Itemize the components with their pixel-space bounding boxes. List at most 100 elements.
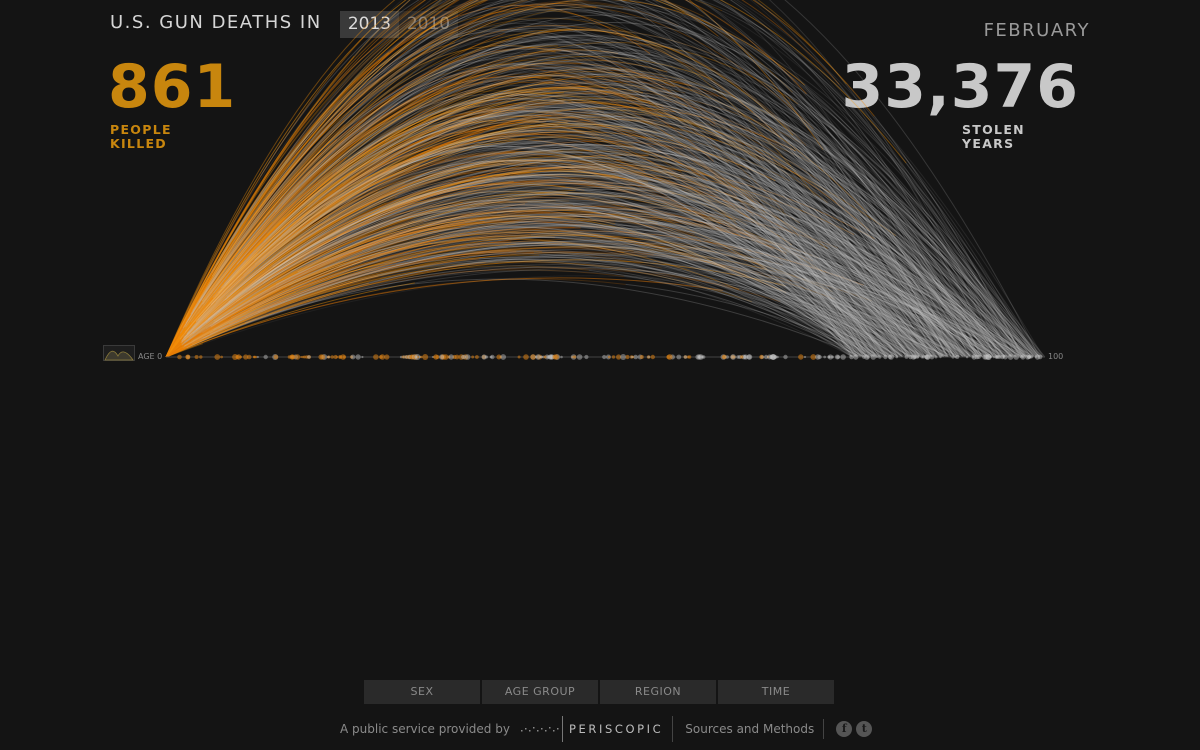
- lived-arc: [165, 217, 306, 358]
- stolen-arc: [352, 258, 870, 358]
- age-dot: [910, 354, 917, 360]
- stolen-arc: [763, 267, 886, 358]
- age-dot: [853, 354, 859, 360]
- stolen-arc: [733, 0, 1023, 358]
- stolen-arc: [200, 240, 994, 358]
- filter-region-button[interactable]: REGION: [600, 680, 716, 704]
- year-2013-button[interactable]: 2013: [340, 11, 399, 38]
- lived-arc: [165, 241, 251, 358]
- stolen-arc: [249, 34, 1002, 358]
- age-dot: [695, 354, 701, 360]
- stolen-arc: [352, 229, 970, 358]
- lived-arc: [165, 179, 754, 358]
- lived-arc: [165, 215, 726, 358]
- lived-arc: [165, 116, 896, 358]
- year-toggle[interactable]: 2013 2010: [340, 11, 458, 38]
- age-dot: [530, 354, 536, 360]
- lived-arc: [165, 250, 239, 358]
- lived-arc: [165, 344, 183, 358]
- lived-arc: [165, 286, 241, 358]
- stolen-arc: [590, 218, 981, 358]
- stolen-arc: [213, 236, 887, 358]
- age-dot: [489, 355, 493, 359]
- stolen-arc: [181, 179, 945, 358]
- stolen-arc: [717, 95, 1046, 358]
- age-dot: [573, 355, 577, 359]
- lived-arc: [165, 140, 330, 358]
- twitter-icon[interactable]: t: [856, 721, 873, 737]
- lived-arc: [165, 221, 424, 358]
- lived-arc: [165, 337, 184, 358]
- lived-arc: [165, 102, 399, 358]
- lived-arc: [165, 195, 398, 358]
- stolen-arc: [298, 48, 931, 358]
- age-dot: [776, 355, 779, 359]
- age-dot: [895, 355, 899, 359]
- lived-arc: [165, 59, 668, 358]
- lived-arc: [165, 229, 747, 358]
- stolen-arc: [633, 143, 972, 358]
- lived-arc: [165, 294, 245, 358]
- stolen-arc: [255, 224, 1034, 358]
- lived-arc: [165, 243, 517, 358]
- lived-arc: [165, 258, 304, 358]
- lived-arc: [165, 329, 197, 358]
- stolen-arc: [485, 163, 1002, 358]
- lived-arc: [165, 278, 220, 358]
- lived-arc: [165, 53, 579, 358]
- stolen-arc: [779, 136, 949, 358]
- lived-arc: [165, 131, 610, 358]
- lived-arc: [165, 297, 214, 358]
- lived-arc: [165, 322, 206, 358]
- age-dot: [1034, 356, 1037, 358]
- lived-arc: [165, 120, 539, 358]
- year-2010-button[interactable]: 2010: [399, 11, 458, 38]
- lived-arc: [165, 269, 350, 358]
- age-dot: [536, 354, 543, 360]
- lived-arc: [165, 315, 195, 358]
- lived-arc: [165, 334, 181, 358]
- lived-arc: [165, 245, 273, 358]
- lived-arc: [165, 92, 688, 358]
- histogram-icon[interactable]: [103, 345, 135, 361]
- lived-arc: [165, 322, 207, 358]
- stolen-arc: [753, 215, 853, 358]
- lived-arc: [165, 249, 383, 358]
- stolen-arc: [302, 198, 858, 358]
- stolen-arc: [323, 220, 875, 358]
- lived-arc: [165, 173, 649, 358]
- lived-arc: [165, 261, 781, 358]
- stolen-arc: [320, 57, 908, 358]
- filter-age-group-button[interactable]: AGE GROUP: [482, 680, 598, 704]
- age-dot: [1020, 354, 1026, 360]
- lived-arc: [165, 0, 450, 358]
- stolen-arc: [271, 75, 915, 358]
- stolen-arc: [649, 53, 873, 358]
- sources-and-methods-link[interactable]: Sources and Methods: [673, 719, 825, 739]
- stolen-arc: [684, 12, 983, 358]
- lived-arc: [165, 129, 568, 358]
- stolen-arc: [786, 254, 926, 358]
- stolen-arc: [377, 261, 896, 358]
- stolen-arc: [288, 223, 972, 358]
- lived-arc: [165, 125, 600, 358]
- lived-arc: [165, 174, 333, 358]
- stolen-arc: [661, 267, 875, 358]
- lived-arc: [165, 0, 456, 358]
- stolen-arc: [182, 250, 932, 358]
- stolen-arc: [449, 181, 914, 358]
- facebook-icon[interactable]: f: [836, 721, 853, 737]
- filter-time-button[interactable]: TIME: [718, 680, 834, 704]
- stolen-arc: [674, 86, 962, 358]
- age-dot: [1013, 354, 1019, 360]
- lived-arc: [165, 113, 745, 358]
- age-dot: [916, 356, 919, 358]
- lived-arc: [165, 98, 663, 358]
- filter-sex-button[interactable]: SEX: [364, 680, 480, 704]
- stolen-arc: [248, 192, 935, 358]
- lived-arc: [165, 211, 551, 358]
- stolen-arc: [639, 234, 901, 358]
- periscopic-logo[interactable]: PERISCOPIC: [520, 716, 674, 742]
- age-dot: [995, 355, 999, 359]
- lived-arc: [165, 206, 449, 358]
